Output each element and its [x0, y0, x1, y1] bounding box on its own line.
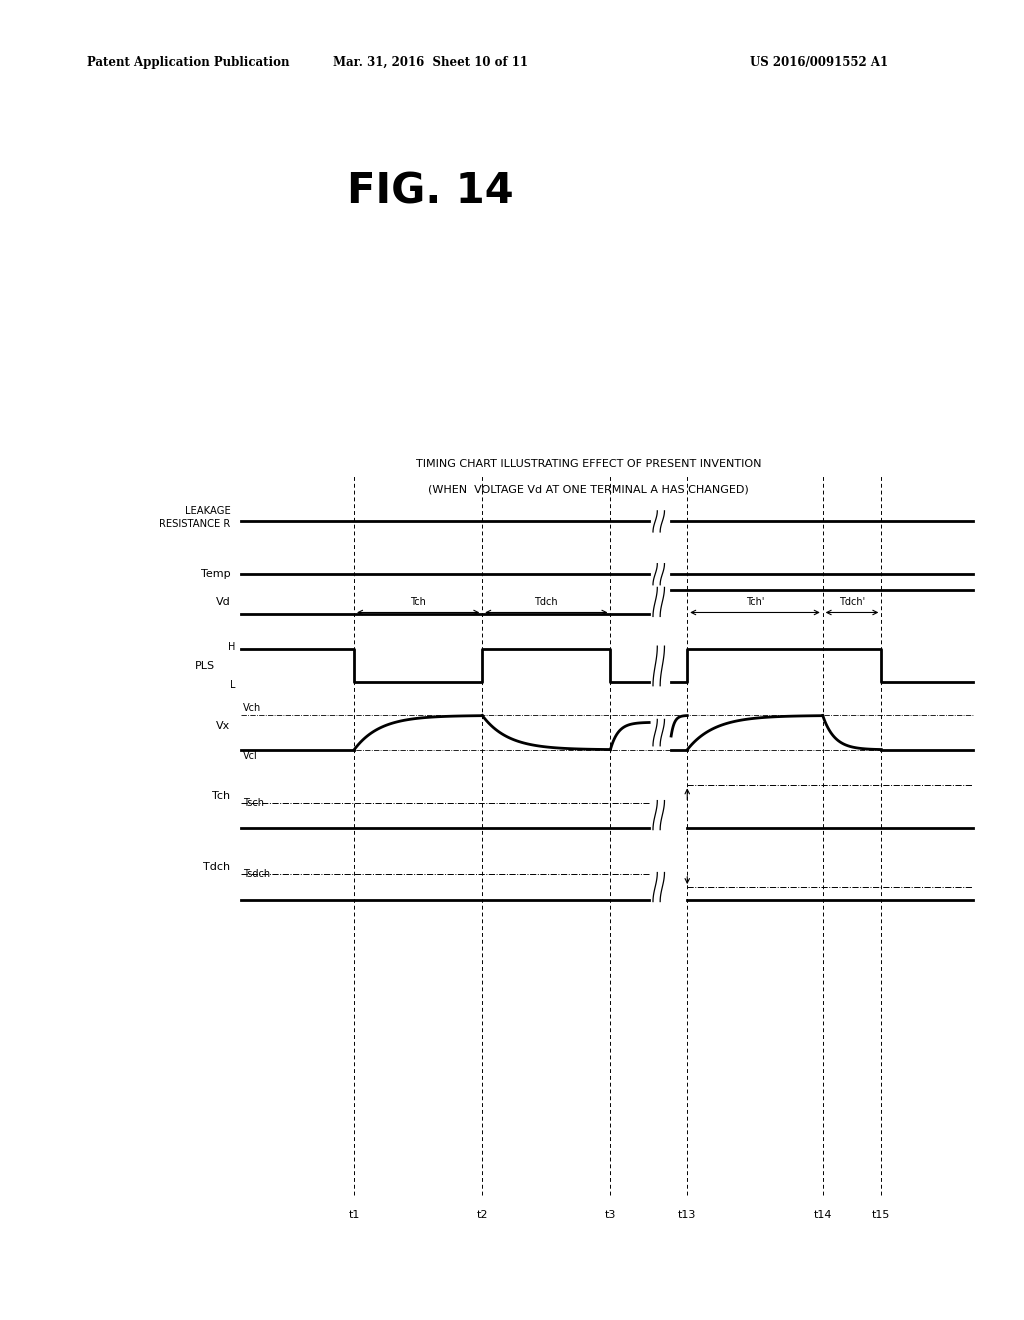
Text: Tch: Tch — [212, 791, 230, 801]
Text: t2: t2 — [476, 1210, 488, 1221]
Text: t3: t3 — [605, 1210, 616, 1221]
Text: Tsdch: Tsdch — [243, 869, 269, 879]
Text: t15: t15 — [872, 1210, 891, 1221]
Text: Tch: Tch — [411, 597, 426, 607]
Text: t13: t13 — [678, 1210, 696, 1221]
Text: TIMING CHART ILLUSTRATING EFFECT OF PRESENT INVENTION: TIMING CHART ILLUSTRATING EFFECT OF PRES… — [416, 458, 762, 469]
Text: Vx: Vx — [216, 721, 230, 731]
Text: Tch': Tch' — [745, 597, 764, 607]
Text: Tsch: Tsch — [243, 797, 264, 808]
Text: t1: t1 — [348, 1210, 359, 1221]
Text: Vch: Vch — [243, 702, 261, 713]
Text: Tdch': Tdch' — [839, 597, 865, 607]
Text: PLS: PLS — [195, 661, 215, 671]
Text: LEAKAGE
RESISTANCE R: LEAKAGE RESISTANCE R — [159, 507, 230, 528]
Text: Tdch: Tdch — [204, 862, 230, 873]
Text: Mar. 31, 2016  Sheet 10 of 11: Mar. 31, 2016 Sheet 10 of 11 — [333, 55, 527, 69]
Text: L: L — [230, 680, 236, 690]
Text: Vd: Vd — [216, 597, 230, 607]
Text: FIG. 14: FIG. 14 — [347, 170, 513, 213]
Text: US 2016/0091552 A1: US 2016/0091552 A1 — [751, 55, 888, 69]
Text: Patent Application Publication: Patent Application Publication — [87, 55, 290, 69]
Text: Temp: Temp — [201, 569, 230, 579]
Text: H: H — [228, 642, 236, 652]
Text: Vcl: Vcl — [243, 751, 257, 762]
Text: t14: t14 — [813, 1210, 831, 1221]
Text: Tdch: Tdch — [535, 597, 558, 607]
Text: (WHEN  VOLTAGE Vd AT ONE TERMINAL A HAS CHANGED): (WHEN VOLTAGE Vd AT ONE TERMINAL A HAS C… — [428, 484, 750, 495]
